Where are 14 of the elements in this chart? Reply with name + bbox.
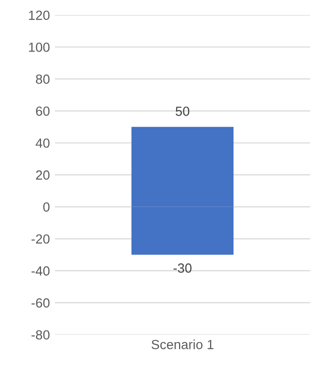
y-tick-label: 100: [29, 42, 50, 52]
y-tick-label: 120: [29, 10, 50, 20]
y-tick-label: 60: [36, 106, 50, 116]
data-label: -30: [174, 263, 192, 273]
y-tick-label: 0: [43, 202, 50, 212]
y-tick-label: -60: [32, 298, 50, 308]
x-tick-label: Scenario 1: [152, 340, 214, 350]
y-tick-label: -80: [32, 330, 50, 340]
y-tick-label: 20: [36, 170, 50, 180]
data-label: 50: [176, 106, 190, 116]
y-tick-label: -20: [32, 234, 50, 244]
y-tick-label: 40: [36, 138, 50, 148]
y-tick-label: 80: [36, 74, 50, 84]
y-tick-label: -40: [32, 266, 50, 276]
